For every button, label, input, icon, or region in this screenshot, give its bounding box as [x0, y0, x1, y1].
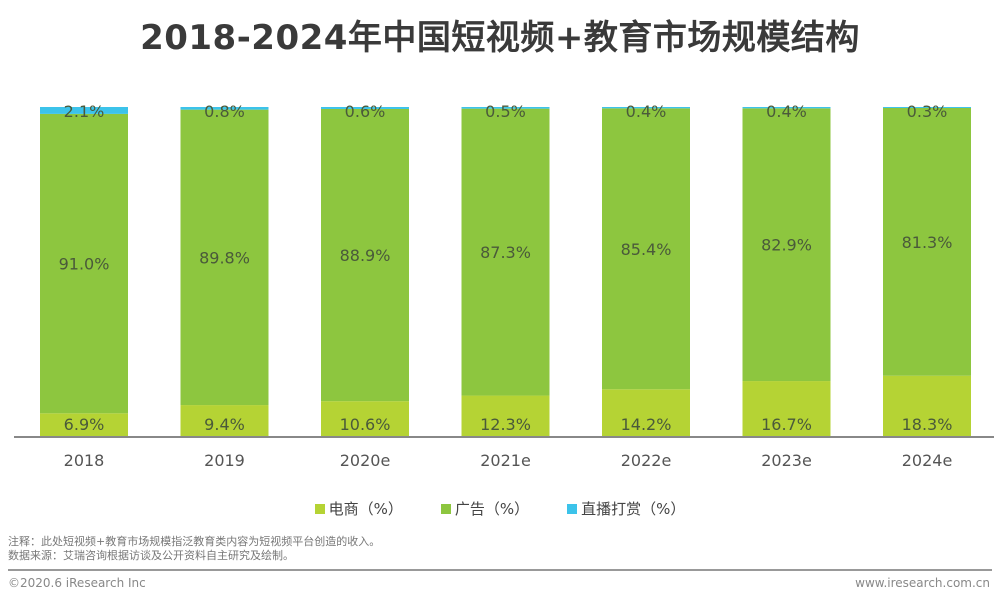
data-label-live-tipping-2020e: 0.6%: [345, 102, 386, 121]
bar-advertising-2019: [180, 109, 269, 406]
bar-live-tipping-2022e: [602, 107, 690, 109]
x-tick-label-2020e: 2020e: [340, 451, 391, 470]
data-label-ecommerce-2024e: 18.3%: [902, 415, 953, 434]
data-label-advertising-2021e: 87.3%: [480, 243, 531, 262]
data-label-live-tipping-2022e: 0.4%: [626, 102, 667, 121]
data-label-live-tipping-2024e: 0.3%: [907, 102, 948, 121]
data-label-advertising-2018: 91.0%: [59, 255, 110, 274]
legend-item-advertising: 广告（%）: [440, 498, 530, 519]
bar-live-tipping-2019: [180, 107, 269, 110]
x-tick-label-2019: 2019: [204, 451, 245, 470]
x-tick-label-2023e: 2023e: [761, 451, 812, 470]
footnotes: 注释：此处短视频+教育市场规模指泛教育类内容为短视频平台创造的收入。 数据来源：…: [8, 535, 380, 563]
data-label-live-tipping-2021e: 0.5%: [485, 102, 526, 121]
data-label-advertising-2023e: 82.9%: [761, 236, 812, 255]
legend-swatch-live-tipping: [567, 503, 578, 514]
x-tick-label-2022e: 2022e: [621, 451, 672, 470]
data-label-live-tipping-2018: 2.1%: [64, 102, 105, 121]
bar-advertising-2018: [40, 113, 128, 414]
data-label-advertising-2019: 89.8%: [199, 248, 250, 267]
data-label-advertising-2020e: 88.9%: [340, 246, 391, 265]
bar-ecommerce-2018: [40, 413, 128, 436]
legend-label-advertising: 广告（%）: [454, 500, 530, 518]
x-tick-label-2018: 2018: [64, 451, 105, 470]
data-label-ecommerce-2021e: 12.3%: [480, 415, 531, 434]
data-label-ecommerce-2018: 6.9%: [64, 415, 105, 434]
data-label-advertising-2022e: 85.4%: [621, 240, 672, 259]
legend-item-ecommerce: 电商（%）: [314, 498, 403, 519]
bar-live-tipping-2020e: [321, 107, 409, 109]
bar-advertising-2023e: [742, 108, 831, 382]
x-tick-label-2024e: 2024e: [902, 451, 953, 470]
bar-advertising-2022e: [602, 108, 690, 390]
data-label-live-tipping-2019: 0.8%: [204, 102, 245, 121]
data-label-live-tipping-2023e: 0.4%: [766, 102, 807, 121]
footer-divider: [8, 569, 992, 571]
bar-ecommerce-2022e: [602, 389, 690, 436]
data-label-ecommerce-2019: 9.4%: [204, 415, 245, 434]
bar-ecommerce-2019: [180, 405, 269, 436]
bar-live-tipping-2021e: [461, 107, 550, 109]
data-label-advertising-2024e: 81.3%: [902, 233, 953, 252]
legend: 电商（%） 广告（%） 直播打赏（%）: [0, 498, 1000, 519]
bar-advertising-2021e: [461, 108, 550, 396]
legend-item-live-tipping: 直播打赏（%）: [567, 498, 685, 519]
legend-label-live-tipping: 直播打赏（%）: [581, 500, 686, 518]
data-label-ecommerce-2020e: 10.6%: [340, 415, 391, 434]
source-text: 数据来源：艾瑞咨询根据访谈及公开资料自主研究及绘制。: [8, 549, 294, 562]
bar-ecommerce-2024e: [883, 375, 971, 436]
data-label-ecommerce-2023e: 16.7%: [761, 415, 812, 434]
legend-swatch-advertising: [440, 503, 451, 514]
bar-ecommerce-2021e: [461, 395, 550, 436]
bar-live-tipping-2023e: [742, 107, 831, 109]
bar-advertising-2020e: [321, 108, 409, 402]
bar-advertising-2024e: [883, 107, 971, 376]
legend-label-ecommerce: 电商（%）: [328, 500, 403, 518]
legend-swatch-ecommerce: [314, 503, 325, 514]
bar-ecommerce-2020e: [321, 401, 409, 436]
bar-ecommerce-2023e: [742, 381, 831, 436]
data-label-ecommerce-2022e: 14.2%: [621, 415, 672, 434]
x-tick-label-2021e: 2021e: [480, 451, 531, 470]
bar-live-tipping-2018: [40, 107, 128, 114]
copyright: ©2020.6 iResearch Inc: [8, 576, 146, 590]
note-text: 注释：此处短视频+教育市场规模指泛教育类内容为短视频平台创造的收入。: [8, 535, 381, 548]
chart-title: 2018-2024年中国短视频+教育市场规模结构: [140, 18, 860, 58]
website-link[interactable]: www.iresearch.com.cn: [855, 576, 990, 590]
bar-live-tipping-2024e: [883, 107, 971, 108]
stacked-bar-chart: 6.9% 91.0% 2.1% 2018 9.4% 89.8% 0.8% 2019 10.6% 8…: [14, 102, 994, 470]
